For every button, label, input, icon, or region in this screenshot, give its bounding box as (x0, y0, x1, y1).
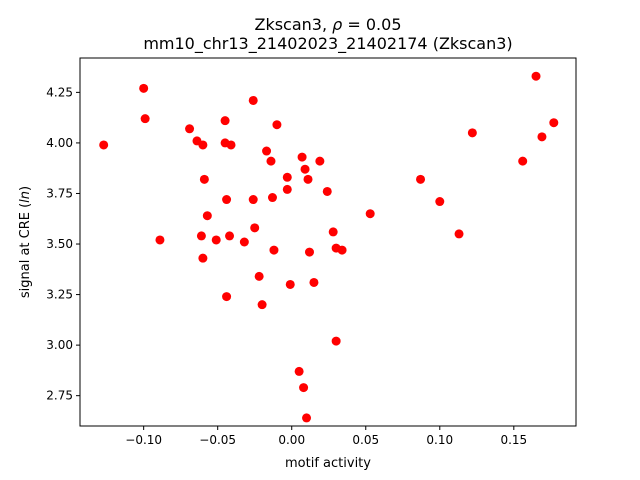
y-tick-label: 3.25 (46, 288, 73, 302)
axes-frame (79, 57, 577, 427)
data-point (202, 211, 212, 221)
x-axis-label: motif activity (285, 456, 371, 471)
data-point (467, 128, 477, 138)
data-point (304, 247, 314, 257)
data-point (199, 174, 209, 184)
x-axis-ticks: −0.10 −0.05 0.00 0.05 0.10 0.15 (125, 426, 527, 447)
data-point (435, 197, 445, 207)
data-point (266, 156, 276, 166)
data-point (518, 156, 528, 166)
data-point (300, 164, 310, 174)
y-tick-label: 4.00 (46, 136, 73, 150)
y-tick-label: 2.75 (46, 389, 73, 403)
data-point (198, 253, 208, 263)
y-axis-label: signal at CRE (ln) (18, 186, 33, 298)
data-point (254, 271, 264, 281)
data-point (222, 292, 232, 302)
data-point (99, 140, 109, 150)
chart-title-line1: Zkscan3, ρ = 0.05 (254, 15, 401, 34)
data-point (299, 383, 309, 393)
data-point (248, 95, 258, 105)
data-point (549, 118, 559, 128)
data-point (331, 336, 341, 346)
data-point (328, 227, 338, 237)
y-tick-label: 3.75 (46, 186, 73, 200)
data-points (99, 71, 559, 423)
chart-title-line2: mm10_chr13_21402023_21402174 (Zkscan3) (143, 34, 512, 54)
data-point (269, 245, 279, 255)
data-point (155, 235, 165, 245)
data-point (309, 277, 319, 287)
data-point (257, 300, 267, 310)
data-point (416, 174, 426, 184)
data-point (250, 223, 260, 233)
data-point (537, 132, 547, 142)
data-point (454, 229, 464, 239)
data-point (220, 116, 230, 126)
data-point (239, 237, 249, 247)
x-tick-label: −0.05 (199, 433, 236, 447)
data-point (222, 195, 232, 205)
data-point (185, 124, 195, 134)
data-point (196, 231, 206, 241)
data-point (282, 184, 292, 194)
data-point (531, 71, 541, 81)
data-point (139, 83, 149, 93)
data-point (272, 120, 282, 130)
data-point (297, 152, 307, 162)
x-tick-label: 0.00 (278, 433, 305, 447)
y-tick-label: 3.00 (46, 338, 73, 352)
data-point (285, 279, 295, 289)
data-point (282, 172, 292, 182)
data-point (262, 146, 272, 156)
data-point (267, 193, 277, 203)
plot-area: −0.10 −0.05 0.00 0.05 0.10 0.15 2.75 3.00 3.25 3… (46, 57, 577, 447)
data-point (294, 366, 304, 376)
data-point (322, 186, 332, 196)
data-point (302, 413, 312, 423)
data-point (226, 140, 236, 150)
y-axis-ticks: 2.75 3.00 3.25 3.50 3.75 4.00 4.25 (46, 85, 80, 403)
x-tick-label: 0.15 (500, 433, 527, 447)
x-tick-label: 0.05 (352, 433, 379, 447)
data-point (365, 209, 375, 219)
data-point (248, 195, 258, 205)
x-tick-label: −0.10 (125, 433, 162, 447)
data-point (337, 245, 347, 255)
data-point (225, 231, 235, 241)
data-point (198, 140, 208, 150)
y-tick-label: 4.25 (46, 85, 73, 99)
data-point (211, 235, 221, 245)
x-tick-label: 0.10 (426, 433, 453, 447)
data-point (303, 174, 313, 184)
data-point (315, 156, 325, 166)
y-tick-label: 3.50 (46, 237, 73, 251)
data-point (140, 114, 150, 124)
